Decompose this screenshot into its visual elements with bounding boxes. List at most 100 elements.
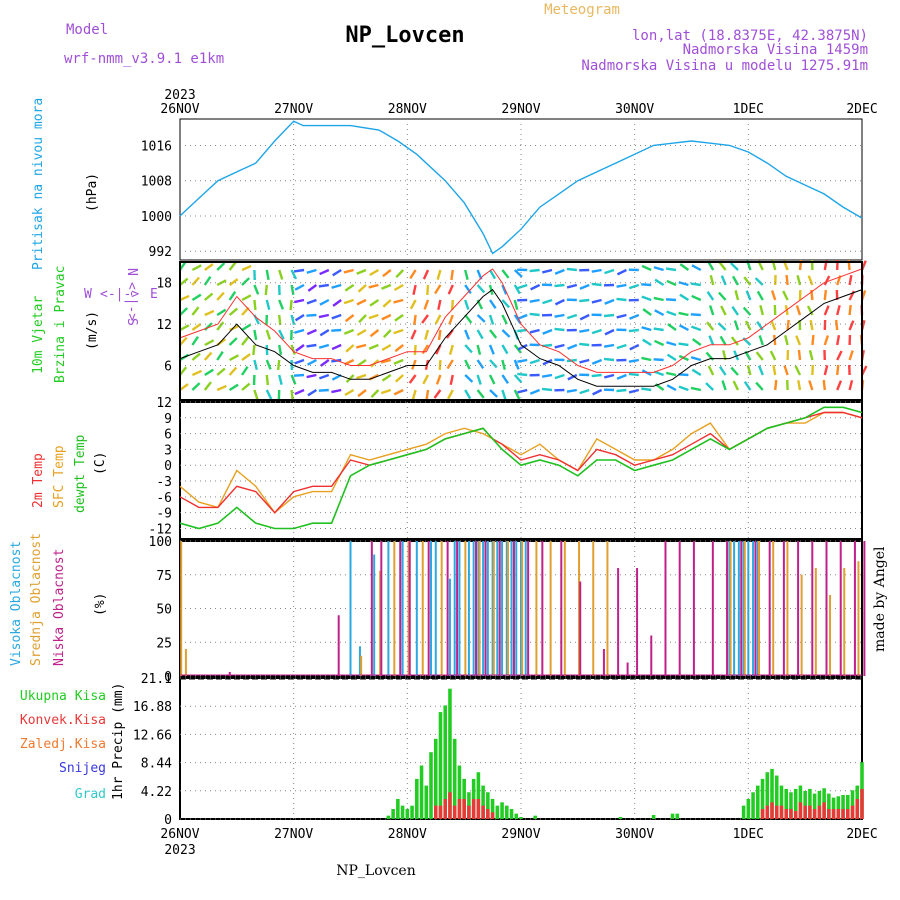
wind-barb <box>744 320 752 331</box>
wind-barb <box>449 374 454 386</box>
wind-barb <box>319 268 330 276</box>
precip-total-bar <box>827 793 831 819</box>
wind-barb <box>666 384 677 392</box>
wind-barb <box>216 262 226 271</box>
wind-barb <box>216 308 227 317</box>
precip-conv-bar <box>846 808 850 819</box>
wind-barb <box>344 314 355 323</box>
y-tick-label: 3 <box>164 443 172 458</box>
coordinates: lon,lat (18.8375E, 42.3875N) <box>632 28 868 44</box>
wind-barb <box>501 344 509 355</box>
wind-barb <box>823 305 830 316</box>
wind-barb <box>380 388 392 395</box>
y-tick-label: 1000 <box>141 210 172 225</box>
wind-barb <box>306 343 317 348</box>
precip-total-bar <box>760 778 765 819</box>
wind-barb <box>513 284 521 295</box>
wind-barb <box>690 325 702 332</box>
wind-barb <box>331 313 342 320</box>
wind-barb <box>370 389 380 399</box>
wind-barb <box>229 354 239 362</box>
wind-barb <box>437 329 442 341</box>
y-tick-label: 12 <box>156 396 172 411</box>
precip-total-bar <box>386 815 391 819</box>
wind-barb <box>629 313 640 320</box>
wind-barb <box>278 344 283 356</box>
wind-barb <box>293 268 305 273</box>
wind-barb <box>265 374 270 386</box>
precip-total-bar <box>784 788 788 819</box>
wind-barb <box>603 313 615 318</box>
wind-barb <box>529 312 540 317</box>
precip-conv-bar <box>798 802 803 819</box>
precip-legend-frz: Zaledj.Kisa <box>20 737 106 752</box>
wind-barb <box>228 337 238 346</box>
wind-barb <box>393 298 404 304</box>
wind-barb <box>666 341 677 347</box>
wind-barb <box>408 374 417 384</box>
wind-barb <box>691 264 702 272</box>
wind-barb <box>554 268 565 275</box>
wind-barb <box>794 365 802 376</box>
wind-barb <box>706 291 715 301</box>
wind-barb <box>719 366 727 376</box>
wind-barb <box>356 298 367 306</box>
precip-total-bar <box>424 785 429 819</box>
wind-barb <box>707 365 715 376</box>
y-tick-label: 75 <box>156 569 172 584</box>
precip-conv-bar <box>803 805 807 819</box>
y-tick-label: 4.22 <box>141 785 172 800</box>
precip-total-bar <box>789 792 793 819</box>
wind-barb <box>734 290 740 301</box>
wind-barb <box>501 269 510 279</box>
wind-barb <box>320 359 330 367</box>
wind-barb <box>369 268 379 277</box>
wind-barb <box>295 344 305 352</box>
wind-barb <box>678 354 689 362</box>
y-tick-label: 1016 <box>141 139 172 154</box>
pressure-ticks: 992 1000 1008 1016 <box>141 139 172 260</box>
wind-barb <box>616 283 627 288</box>
wind-barb <box>666 310 677 317</box>
wind-barb <box>604 328 615 336</box>
wind-barb <box>294 328 305 334</box>
wind-barb <box>290 269 298 280</box>
wind-barb <box>566 388 578 393</box>
wind-barb <box>293 373 305 377</box>
wind-barb <box>848 304 852 316</box>
precip-total-bar <box>452 738 457 819</box>
wind-barb <box>811 334 815 346</box>
wind-barb <box>542 358 553 366</box>
wind-barb <box>409 299 417 310</box>
wind-barb <box>795 335 802 346</box>
wind-barb <box>604 373 615 379</box>
wind-barb <box>513 389 521 400</box>
y-tick-label: -9 <box>156 507 172 522</box>
wind-barb <box>464 284 472 294</box>
wind-barb <box>653 339 665 347</box>
pressure-panel: 992 1000 1008 1016 Pritisak na nivou mora (… <box>31 98 863 270</box>
time-label-top: 30NOV <box>615 102 654 117</box>
y-tick-label: 9 <box>164 412 172 427</box>
wind-barb <box>566 313 578 320</box>
wind-barb <box>476 389 485 399</box>
wind-barb <box>476 314 486 323</box>
precip-conv-bar <box>831 808 836 819</box>
wind-ticks: 6 12 18 <box>156 277 172 375</box>
time-label-bottom: 29NOV <box>501 827 540 842</box>
wind-barb <box>616 373 627 380</box>
y-tick-label: 992 <box>149 245 172 260</box>
precip-unit-label: 1hr Precip (mm) <box>111 683 126 800</box>
wind-barb <box>216 384 227 392</box>
wind-barb <box>730 336 739 346</box>
wind-barb <box>253 389 259 400</box>
y-tick-label: 50 <box>156 603 172 618</box>
precip-total-bar <box>448 688 452 819</box>
wind-barb <box>464 359 471 370</box>
precip-total-bar <box>433 738 438 819</box>
wind-barb <box>411 359 417 370</box>
compass-rose: W <-|-> E N <-|-> S <box>84 268 158 326</box>
precip-conv-bar <box>490 812 495 819</box>
wind-barb <box>554 283 565 288</box>
wind-barb <box>591 298 602 304</box>
